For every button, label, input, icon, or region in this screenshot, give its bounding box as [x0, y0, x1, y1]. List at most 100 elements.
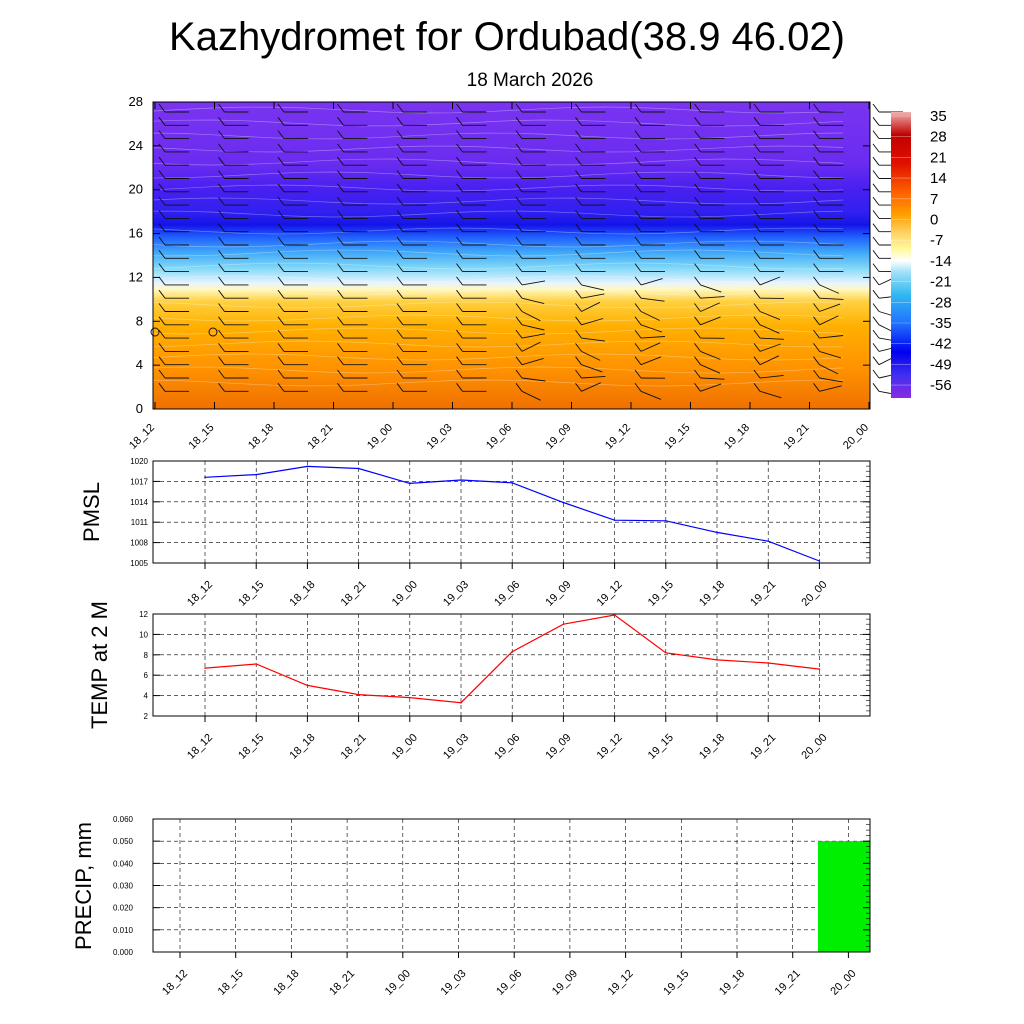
wind-barb-flag: [634, 276, 642, 286]
chart-title: Kazhydromet for Ordubad(38.9 46.02): [169, 15, 845, 59]
wind-barb-flag: [634, 383, 642, 392]
x-tick-label: 19_00: [383, 968, 413, 998]
wind-barb-flag: [396, 130, 404, 139]
wind-barb-flag: [396, 117, 404, 126]
wind-barb-flag: [396, 196, 404, 206]
precip-grid: [153, 818, 870, 953]
wind-barb-flag: [456, 143, 463, 153]
wind-barb: [819, 377, 843, 383]
pmsl-grid: [153, 460, 870, 564]
wind-barb-flag: [575, 343, 582, 352]
wind-barb-flag: [694, 250, 701, 259]
wind-barb-flag: [634, 143, 642, 153]
wind-barb-flag: [158, 276, 166, 286]
wind-barb-flag: [218, 183, 225, 193]
wind-barb-flag: [753, 210, 761, 219]
heatmap-y-tick-label: 24: [129, 138, 143, 153]
wind-barb-flag: [396, 383, 404, 392]
wind-barb-flag: [456, 276, 463, 286]
colorbar: 35 28 21 14 7 0 -7 -14 -21 -28 -35 -42 -49 -56: [891, 108, 952, 398]
x-tick-label: 19_03: [441, 732, 471, 762]
wind-barb-flag: [575, 316, 582, 326]
wind-barb: [819, 297, 844, 300]
wind-barb-flag: [277, 196, 285, 206]
heatmap-x-tick-label: 19_03: [425, 422, 455, 452]
wind-barb-flag: [872, 303, 880, 312]
data-point: [255, 473, 257, 476]
wind-barb-flag: [575, 369, 582, 379]
heatmap-x-tick-label: 19_06: [484, 422, 514, 452]
colorbar-label: -21: [930, 274, 952, 291]
data-point: [716, 659, 718, 661]
y-tick-label: 0.000: [113, 948, 134, 957]
heatmap-x-tick-label: 18_12: [127, 422, 157, 452]
wind-barb-flag: [218, 369, 225, 379]
heatmap-x-tick-label: 19_18: [722, 422, 752, 452]
wind-barb-flag: [694, 210, 701, 219]
contour-line: [152, 301, 844, 309]
wind-barb-flag: [277, 117, 285, 126]
wind-barb-flag: [575, 156, 582, 166]
wind-barb-flag: [753, 263, 761, 272]
wind-barb-flag: [753, 130, 761, 139]
wind-barb: [700, 316, 721, 326]
wind-barb-flag: [813, 130, 820, 139]
wind-barb: [640, 297, 665, 302]
wind-barb: [521, 333, 545, 339]
wind-barb-flag: [872, 316, 880, 326]
wind-barb-flag: [396, 223, 404, 232]
wind-barb-flag: [694, 117, 701, 126]
wind-barb-flag: [813, 250, 820, 259]
wind-barb-flag: [515, 263, 523, 272]
contour-line: [152, 327, 844, 335]
wind-barb-flag: [218, 103, 225, 113]
wind-barb: [700, 302, 720, 312]
wind-barb-flag: [872, 143, 880, 153]
data-point: [460, 479, 462, 481]
wind-barb-flag: [813, 329, 820, 339]
wind-barb-flag: [515, 117, 523, 126]
wind-barb-flag: [277, 250, 285, 259]
temp-grid: [153, 613, 870, 717]
y-tick-label: 1017: [130, 477, 148, 486]
x-tick-label: 19_03: [441, 579, 471, 609]
wind-barb-flag: [337, 383, 344, 392]
wind-barb-flag: [575, 236, 582, 246]
wind-barb-flag: [515, 236, 523, 246]
wind-barb-flag: [396, 170, 404, 179]
wind-barb-flag: [396, 369, 404, 379]
x-tick-label: 20_00: [828, 968, 858, 998]
colorbar-label: -49: [930, 356, 952, 373]
precip-panel: 0.000 0.010 0.020 0.030 0.040 0.050 0.060 18_12…: [71, 815, 871, 998]
wind-barb-flag: [753, 183, 761, 193]
wind-barb-flag: [456, 236, 463, 246]
wind-barb-flag: [158, 223, 166, 232]
wind-barb-flag: [158, 156, 166, 166]
wind-barb-flag: [813, 316, 820, 326]
wind-barb-flag: [218, 236, 225, 246]
wind-barb-flag: [575, 383, 582, 392]
x-tick-label: 19_12: [595, 732, 625, 762]
wind-barb-flag: [158, 103, 166, 113]
y-tick-label: 8: [144, 651, 149, 660]
wind-barb-flag: [337, 343, 344, 352]
wind-barb: [581, 375, 606, 379]
x-tick-label: 18_12: [160, 968, 190, 998]
wind-barb-flag: [634, 236, 642, 246]
wind-barb-flag: [753, 143, 761, 153]
x-tick-label: 19_15: [661, 968, 691, 998]
wind-barb: [640, 311, 660, 321]
x-tick-label: 19_09: [543, 579, 573, 609]
wind-barb-flag: [277, 356, 285, 365]
wind-barb-flag: [515, 196, 523, 206]
wind-barb-flag: [158, 369, 166, 379]
wind-barb-flag: [813, 303, 820, 312]
heatmap-x-tick-label: 19_12: [603, 422, 633, 452]
wind-barb-flag: [813, 369, 820, 379]
wind-barb-flag: [277, 170, 285, 179]
x-tick-label: 19_15: [646, 579, 676, 609]
wind-barb: [759, 276, 781, 286]
wind-barb-flag: [515, 103, 523, 113]
temp-axes: 2 4 6 8 10 12 18_12 18_15 18_18 18_21 19_00 19_03 19…: [139, 610, 870, 762]
wind-barb-flag: [813, 117, 820, 126]
